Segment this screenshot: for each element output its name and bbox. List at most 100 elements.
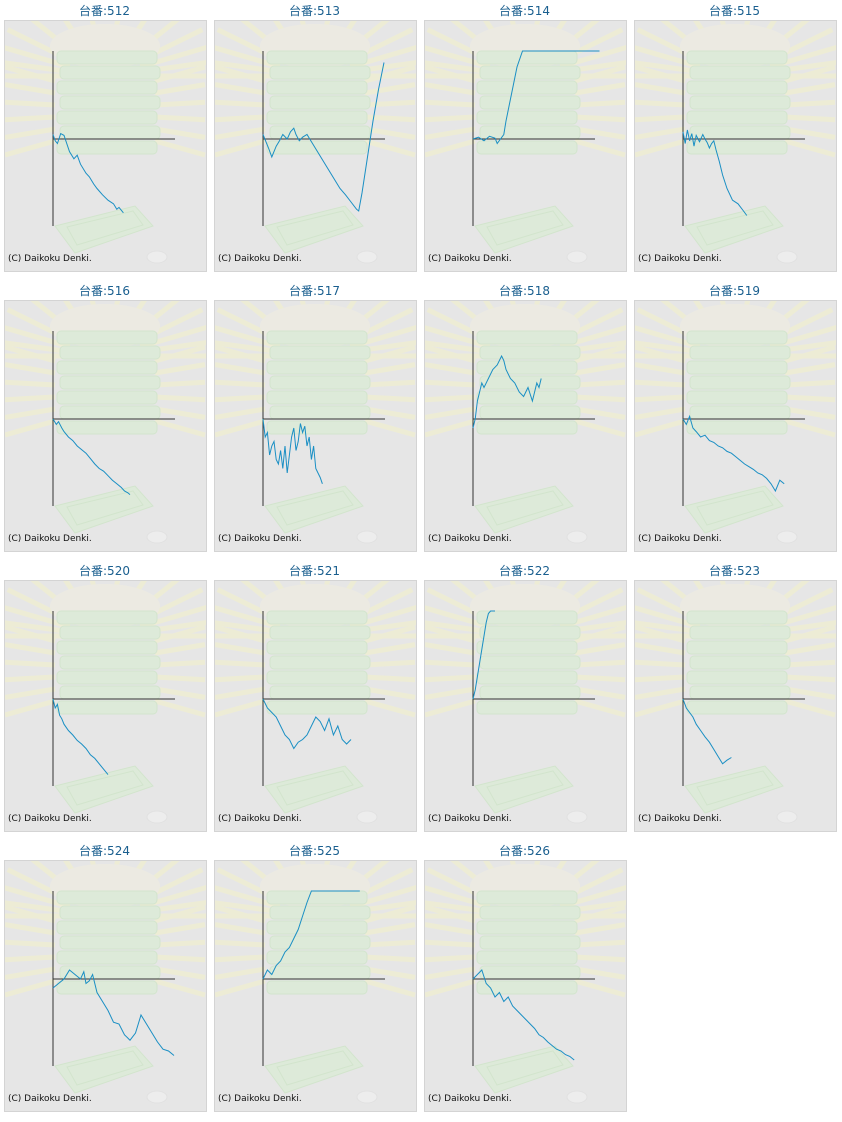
machine-title[interactable]: 台番:523: [633, 563, 836, 579]
machine-title[interactable]: 台番:513: [213, 3, 416, 19]
chart-panel: (C) Daikoku Denki.: [634, 300, 837, 552]
background-illustration: [425, 21, 626, 264]
machine-title[interactable]: 台番:518: [423, 283, 626, 299]
machine-title[interactable]: 台番:521: [213, 563, 416, 579]
copyright-text: (C) Daikoku Denki.: [218, 254, 302, 264]
machine-chart-525: 台番:525 (C) Daikoku Denki.: [213, 840, 417, 1112]
series-line: [52, 969, 175, 1056]
chart-svg: [5, 21, 206, 264]
machine-title-link[interactable]: 台番:513: [289, 4, 340, 18]
copyright-text: (C) Daikoku Denki.: [8, 254, 92, 264]
machine-chart-519: 台番:519 (C) Daikoku Denki.: [633, 280, 837, 552]
chart-svg: [215, 301, 416, 544]
chart-panel: (C) Daikoku Denki.: [214, 20, 417, 272]
machine-title[interactable]: 台番:519: [633, 283, 836, 299]
background-illustration: [5, 301, 206, 544]
machine-title-link[interactable]: 台番:525: [289, 844, 340, 858]
chart-panel: (C) Daikoku Denki.: [214, 580, 417, 832]
background-illustration: [425, 581, 626, 824]
machine-title-link[interactable]: 台番:515: [709, 4, 760, 18]
series-line: [262, 890, 360, 980]
machine-title[interactable]: 台番:522: [423, 563, 626, 579]
background-illustration: [5, 581, 206, 824]
machine-title-link[interactable]: 台番:520: [79, 564, 130, 578]
series-line: [52, 698, 109, 775]
machine-title-link[interactable]: 台番:518: [499, 284, 550, 298]
machine-title[interactable]: 台番:512: [3, 3, 206, 19]
machine-title[interactable]: 台番:517: [213, 283, 416, 299]
chart-svg: [215, 21, 416, 264]
machine-title-link[interactable]: 台番:524: [79, 844, 130, 858]
copyright-text: (C) Daikoku Denki.: [428, 534, 512, 544]
machine-title[interactable]: 台番:526: [423, 843, 626, 859]
background-illustration: [635, 301, 836, 544]
chart-svg: [425, 581, 626, 824]
copyright-text: (C) Daikoku Denki.: [428, 814, 512, 824]
machine-chart-523: 台番:523 (C) Daikoku Denki.: [633, 560, 837, 832]
machine-title-link[interactable]: 台番:526: [499, 844, 550, 858]
copyright-text: (C) Daikoku Denki.: [428, 254, 512, 264]
series-line: [682, 414, 785, 493]
machine-title[interactable]: 台番:525: [213, 843, 416, 859]
machine-chart-521: 台番:521 (C) Daikoku Denki.: [213, 560, 417, 832]
chart-panel: (C) Daikoku Denki.: [424, 580, 627, 832]
machine-title-link[interactable]: 台番:521: [289, 564, 340, 578]
chart-svg: [635, 21, 836, 264]
machine-chart-516: 台番:516 (C) Daikoku Denki.: [3, 280, 207, 552]
chart-svg: [215, 581, 416, 824]
machine-chart-526: 台番:526 (C) Daikoku Denki.: [423, 840, 627, 1112]
machine-chart-524: 台番:524 (C) Daikoku Denki.: [3, 840, 207, 1112]
background-illustration: [5, 21, 206, 264]
machine-title[interactable]: 台番:524: [3, 843, 206, 859]
machine-title[interactable]: 台番:520: [3, 563, 206, 579]
series-line: [472, 354, 542, 429]
chart-panel: (C) Daikoku Denki.: [424, 860, 627, 1112]
machine-title[interactable]: 台番:515: [633, 3, 836, 19]
background-illustration: [635, 21, 836, 264]
machine-title-link[interactable]: 台番:512: [79, 4, 130, 18]
copyright-text: (C) Daikoku Denki.: [428, 1094, 512, 1104]
series-line: [52, 418, 131, 495]
machine-chart-515: 台番:515 (C) Daikoku Denki.: [633, 0, 837, 272]
machine-title-link[interactable]: 台番:516: [79, 284, 130, 298]
background-illustration: [215, 301, 416, 544]
chart-panel: (C) Daikoku Denki.: [4, 20, 207, 272]
machine-title[interactable]: 台番:516: [3, 283, 206, 299]
machine-title-link[interactable]: 台番:523: [709, 564, 760, 578]
chart-panel: (C) Daikoku Denki.: [4, 580, 207, 832]
copyright-text: (C) Daikoku Denki.: [218, 534, 302, 544]
chart-svg: [5, 301, 206, 544]
copyright-text: (C) Daikoku Denki.: [638, 814, 722, 824]
machine-title-link[interactable]: 台番:514: [499, 4, 550, 18]
machine-title[interactable]: 台番:514: [423, 3, 626, 19]
copyright-text: (C) Daikoku Denki.: [8, 814, 92, 824]
series-line: [262, 418, 323, 484]
series-line: [682, 698, 732, 765]
machine-chart-513: 台番:513 (C) Daikoku Denki.: [213, 0, 417, 272]
chart-panel: (C) Daikoku Denki.: [634, 20, 837, 272]
chart-panel: (C) Daikoku Denki.: [214, 860, 417, 1112]
series-line: [472, 969, 575, 1061]
machine-title-link[interactable]: 台番:519: [709, 284, 760, 298]
machine-chart-514: 台番:514 (C) Daikoku Denki.: [423, 0, 627, 272]
chart-panel: (C) Daikoku Denki.: [4, 300, 207, 552]
chart-svg: [5, 861, 206, 1104]
chart-svg: [635, 301, 836, 544]
chart-svg: [425, 861, 626, 1104]
machine-chart-518: 台番:518 (C) Daikoku Denki.: [423, 280, 627, 552]
copyright-text: (C) Daikoku Denki.: [638, 534, 722, 544]
chart-panel: (C) Daikoku Denki.: [634, 580, 837, 832]
background-illustration: [425, 861, 626, 1104]
chart-panel: (C) Daikoku Denki.: [424, 20, 627, 272]
chart-panel: (C) Daikoku Denki.: [214, 300, 417, 552]
machine-title-link[interactable]: 台番:517: [289, 284, 340, 298]
chart-panel: (C) Daikoku Denki.: [424, 300, 627, 552]
copyright-text: (C) Daikoku Denki.: [218, 814, 302, 824]
series-line: [262, 698, 352, 750]
background-illustration: [635, 581, 836, 824]
chart-svg: [5, 581, 206, 824]
machine-title-link[interactable]: 台番:522: [499, 564, 550, 578]
copyright-text: (C) Daikoku Denki.: [8, 1094, 92, 1104]
chart-svg: [635, 581, 836, 824]
